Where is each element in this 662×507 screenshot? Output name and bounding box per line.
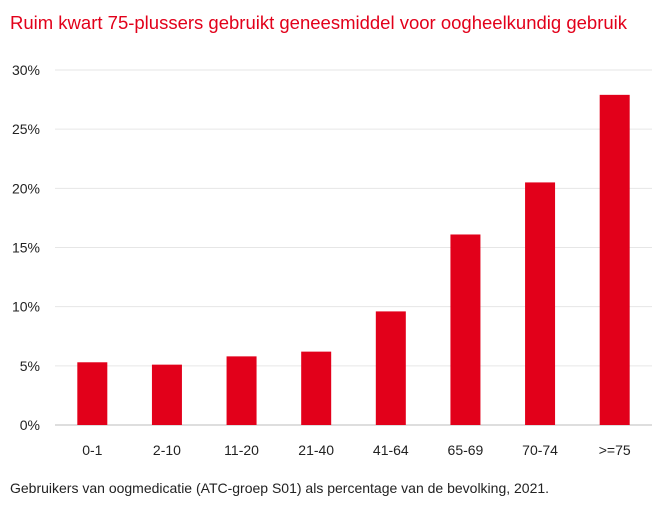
x-tick-label: 41-64 xyxy=(373,442,409,458)
bars xyxy=(77,94,630,425)
bar-11-20 xyxy=(226,356,257,425)
x-tick-label: 70-74 xyxy=(522,442,558,458)
bar-chart: 0% 5% 10% 15% 20% 25% 30% 0-1 2-10 11-20 21-40 41-… xyxy=(12,62,652,458)
x-tick-label: 11-20 xyxy=(224,442,259,458)
y-tick-label: 10% xyxy=(12,299,40,315)
y-tick-label: 15% xyxy=(12,240,40,256)
y-tick-label: 30% xyxy=(12,62,40,78)
bar-0-1 xyxy=(77,362,108,425)
chart-title: Ruim kwart 75-plussers gebruikt geneesmi… xyxy=(10,12,628,33)
bar-70-74 xyxy=(525,182,556,425)
bar-65-69 xyxy=(450,234,481,425)
y-tick-label: 5% xyxy=(20,358,40,374)
x-tick-label: 65-69 xyxy=(448,442,484,458)
x-tick-label: >=75 xyxy=(599,442,631,458)
x-tick-label: 21-40 xyxy=(298,442,334,458)
y-tick-label: 20% xyxy=(12,180,40,196)
chart-caption: Gebruikers van oogmedicatie (ATC-groep S… xyxy=(10,480,550,496)
bar-2-10 xyxy=(151,364,182,425)
y-tick-label: 0% xyxy=(20,417,40,433)
bar-41-64 xyxy=(375,311,406,425)
y-tick-label: 25% xyxy=(12,121,40,137)
bar-21-40 xyxy=(301,351,332,425)
y-axis-ticks: 0% 5% 10% 15% 20% 25% 30% xyxy=(12,62,40,433)
x-tick-label: 0-1 xyxy=(82,442,102,458)
bar->=75 xyxy=(599,94,630,425)
x-tick-label: 2-10 xyxy=(153,442,181,458)
gridlines xyxy=(55,69,652,426)
x-axis-ticks: 0-1 2-10 11-20 21-40 41-64 65-69 70-74 >=75 xyxy=(82,442,631,458)
